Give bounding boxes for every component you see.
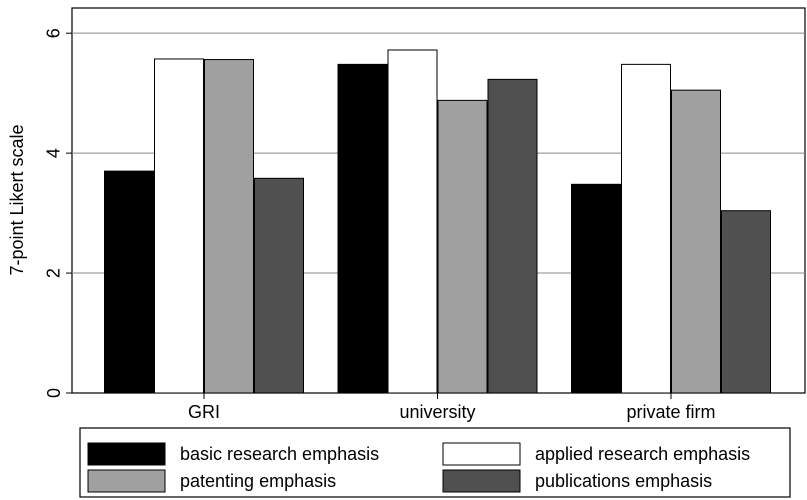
bar — [387, 49, 438, 394]
legend-swatch — [87, 469, 166, 493]
legend-label: publications emphasis — [535, 471, 712, 491]
legend-swatch — [87, 442, 166, 466]
bar — [487, 78, 538, 394]
bar — [437, 99, 488, 394]
bar — [671, 89, 721, 394]
legend-swatch — [442, 442, 521, 466]
legend-label: patenting emphasis — [180, 471, 336, 491]
y-tick-label: 2 — [44, 268, 64, 278]
x-tick-label: university — [399, 402, 475, 422]
y-tick-label: 4 — [44, 148, 64, 158]
x-tick-label: private firm — [626, 402, 715, 422]
bar — [337, 63, 388, 394]
bar — [571, 183, 621, 394]
bar — [104, 170, 154, 394]
y-tick-label: 0 — [44, 388, 64, 398]
y-tick-label: 6 — [44, 28, 64, 38]
legend-label: basic research emphasis — [180, 444, 379, 464]
bar — [154, 58, 204, 394]
y-axis-label: 7-point Likert scale — [7, 124, 27, 275]
bar — [621, 63, 671, 394]
bar — [204, 59, 254, 394]
bar — [254, 177, 304, 394]
legend-swatch — [442, 469, 521, 493]
bar — [721, 210, 771, 394]
x-tick-label: GRI — [188, 402, 220, 422]
legend-box — [79, 427, 791, 498]
legend-label: applied research emphasis — [535, 444, 750, 464]
